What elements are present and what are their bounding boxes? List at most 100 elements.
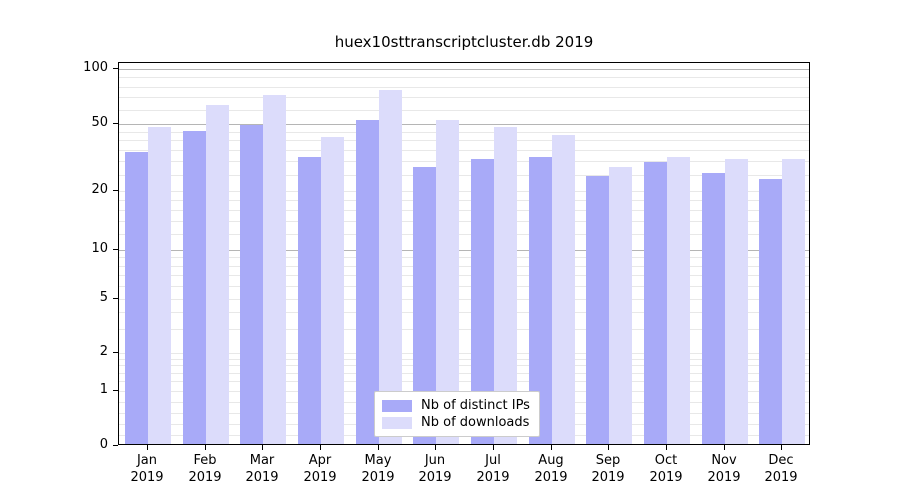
gridline-minor — [119, 275, 809, 276]
legend-item-distinct-ips[interactable]: Nb of distinct IPs — [382, 397, 530, 414]
bar-dec-downloads — [782, 159, 806, 444]
x-tick-label-apr: Apr 2019 — [280, 452, 360, 486]
x-tick-mark — [608, 445, 610, 450]
gridline-minor — [119, 234, 809, 235]
x-tick-mark — [205, 445, 207, 450]
legend-label: Nb of downloads — [421, 415, 530, 430]
bar-sep-ips — [586, 175, 610, 444]
gridline-major — [119, 69, 809, 70]
gridline-minor — [119, 210, 809, 211]
x-tick-label-oct: Oct 2019 — [626, 452, 706, 486]
gridline-minor — [119, 266, 809, 267]
gridline-minor — [119, 312, 809, 313]
gridline-minor — [119, 110, 809, 111]
y-tick-label-2: 2 — [99, 344, 108, 359]
x-tick-month: Jul — [485, 453, 501, 468]
x-tick-month: Aug — [538, 453, 564, 468]
gridline-minor — [119, 329, 809, 330]
bar-oct-ips — [643, 161, 667, 444]
x-tick-year: 2019 — [303, 470, 337, 485]
bar-jul-downloads — [493, 126, 517, 444]
gridline-minor — [119, 200, 809, 201]
x-tick-month: Apr — [308, 453, 332, 468]
bar-nov-ips — [701, 172, 725, 444]
x-tick-label-dec: Dec 2019 — [741, 452, 821, 486]
legend-swatch-icon — [382, 416, 412, 429]
x-tick-year: 2019 — [764, 470, 798, 485]
gridline-minor — [119, 221, 809, 222]
gridline-minor — [119, 257, 809, 258]
bar-jun-ips — [413, 167, 437, 444]
x-tick-mark — [147, 445, 149, 450]
gridline-minor — [119, 140, 809, 141]
bar-may-ips — [355, 120, 379, 444]
x-tick-month: Sep — [595, 453, 621, 468]
gridline-minor — [119, 191, 809, 192]
bar-mar-downloads — [263, 95, 287, 444]
gridline-major — [119, 124, 809, 125]
gridline-minor — [119, 77, 809, 78]
gridline-minor — [119, 373, 809, 374]
page-title: huex10sttranscriptcluster.db 2019 — [334, 33, 594, 51]
y-tick-label-100: 100 — [83, 60, 108, 75]
legend-swatch-icon — [382, 399, 412, 412]
x-tick-mark — [493, 445, 495, 450]
bar-may-downloads — [378, 89, 402, 444]
y-tick-label-1: 1 — [99, 382, 108, 397]
gridline-minor — [119, 150, 809, 151]
gridline-minor — [119, 299, 809, 300]
bar-feb-downloads — [205, 104, 229, 444]
y-tick-mark — [113, 190, 118, 192]
x-tick-month: Dec — [768, 453, 794, 468]
y-tick-mark — [113, 445, 118, 447]
x-tick-mark — [666, 445, 668, 450]
y-tick-label-20: 20 — [91, 182, 108, 197]
x-tick-mark — [781, 445, 783, 450]
gridline-minor — [119, 353, 809, 354]
gridline-minor — [119, 286, 809, 287]
bar-oct-downloads — [666, 156, 690, 444]
x-tick-label-jun: Jun 2019 — [395, 452, 475, 486]
y-tick-mark — [113, 390, 118, 392]
gridline-minor — [119, 359, 809, 360]
gridline-major — [119, 250, 809, 251]
y-tick-label-10: 10 — [91, 241, 108, 256]
gridline-minor — [119, 87, 809, 88]
legend-item-downloads[interactable]: Nb of downloads — [382, 414, 530, 431]
gridline-minor — [119, 161, 809, 162]
gridline-minor — [119, 97, 809, 98]
x-tick-month: Jan — [136, 453, 158, 468]
x-tick-year: 2019 — [476, 470, 510, 485]
x-tick-label-aug: Aug 2019 — [511, 452, 591, 486]
x-tick-year: 2019 — [707, 470, 741, 485]
x-tick-year: 2019 — [361, 470, 395, 485]
x-tick-label-mar: Mar 2019 — [222, 452, 302, 486]
x-tick-mark — [435, 445, 437, 450]
x-tick-year: 2019 — [245, 470, 279, 485]
gridline-minor — [119, 175, 809, 176]
x-tick-year: 2019 — [591, 470, 625, 485]
x-tick-year: 2019 — [534, 470, 568, 485]
bar-apr-ips — [297, 156, 321, 444]
bar-mar-ips — [240, 125, 264, 444]
y-tick-label-5: 5 — [99, 290, 108, 305]
y-tick-mark — [113, 249, 118, 251]
x-tick-month: Oct — [654, 453, 678, 468]
x-tick-label-sep: Sep 2019 — [568, 452, 648, 486]
y-tick-mark — [113, 352, 118, 354]
x-tick-label-may: May 2019 — [338, 452, 418, 486]
x-tick-label-jan: Jan 2019 — [107, 452, 187, 486]
bar-nov-downloads — [724, 159, 748, 444]
x-tick-month: May — [364, 453, 392, 468]
y-tick-mark — [113, 298, 118, 300]
x-tick-month: Nov — [711, 453, 737, 468]
bar-sep-downloads — [609, 167, 633, 444]
bar-dec-ips — [759, 178, 783, 444]
legend-label: Nb of distinct IPs — [421, 398, 530, 413]
plot-area — [118, 62, 810, 445]
chart-legend: Nb of distinct IPs Nb of downloads — [374, 391, 540, 437]
x-tick-month: Mar — [249, 453, 275, 468]
x-tick-month: Feb — [193, 453, 217, 468]
gridline-minor — [119, 381, 809, 382]
